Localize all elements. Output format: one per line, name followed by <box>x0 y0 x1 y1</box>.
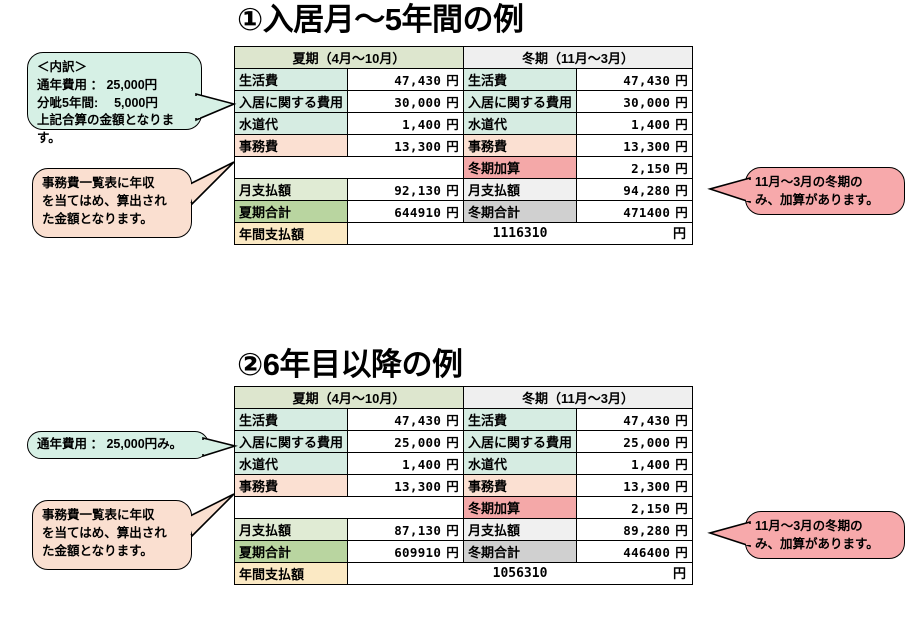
callout-breakdown: ＜内訳＞ 通年費用 ： 25,000円 分呲5年間: 5,000円 上記合算の金… <box>27 52 202 145</box>
row-label-winter: 生活費 <box>463 68 578 91</box>
row-amount-summer: 92,130 円 <box>347 178 465 201</box>
row-amount-summer: 644910 円 <box>347 200 465 223</box>
row-amount-winter: 13,300 円 <box>576 474 694 497</box>
row-label-winter: 水道代 <box>463 452 578 475</box>
table-row-winter-surcharge: 冬期加算 2,150 円 <box>233 496 694 519</box>
row-amount-winter: 30,000 円 <box>576 90 694 113</box>
table-row-annual-total: 年間支払額 1116310 円 <box>233 222 694 245</box>
row-label-winter: 月支払額 <box>463 178 578 201</box>
row-label-winter: 生活費 <box>463 408 578 431</box>
row-amount-summer: 47,430 円 <box>347 68 465 91</box>
row-amount-winter: 94,280 円 <box>576 178 694 201</box>
row-label-summer: 事務費 <box>233 134 349 157</box>
table-row-monthly: 月支払額 87,130 円 月支払額 89,280 円 <box>233 518 694 541</box>
row-amount-winter: 13,300 円 <box>576 134 694 157</box>
row-amount-winter: 446400 円 <box>576 540 694 563</box>
row-label-summer: 夏期合計 <box>233 200 349 223</box>
row-amount-winter: 89,280 円 <box>576 518 694 541</box>
row-empty-summer <box>233 156 465 179</box>
annual-value: 1056310 円 <box>347 562 694 585</box>
row-amount-winter: 1,400 円 <box>576 452 694 475</box>
table-header-row: 夏期（4月～10月） 冬期（11月～3月） <box>233 386 694 409</box>
callout-winter-surcharge-1: 11月～3月の冬期の み、加算があります。 <box>745 167 905 215</box>
row-label-winter: 入居に関する費用 <box>463 90 578 113</box>
callout-fee-note-2: 事務費一覧表に年収 を当てはめ、算出され た金額となります。 <box>32 500 192 570</box>
table-row: 入居に関する費用 25,000 円 入居に関する費用 25,000 円 <box>233 430 694 453</box>
row-amount-winter: 2,150 円 <box>576 156 694 179</box>
row-label-summer: 水道代 <box>233 452 349 475</box>
row-amount-winter: 47,430 円 <box>576 68 694 91</box>
row-label-summer: 入居に関する費用 <box>233 90 349 113</box>
row-amount-summer: 87,130 円 <box>347 518 465 541</box>
annual-label: 年間支払額 <box>233 562 349 585</box>
callout-fee-note-1-tail <box>182 161 235 206</box>
callout-winter-surcharge-1-tail <box>707 176 755 204</box>
row-label-winter: 冬期合計 <box>463 540 578 563</box>
header-summer: 夏期（4月～10月） <box>233 46 465 69</box>
table-row: 生活費 47,430 円 生活費 47,430 円 <box>233 408 694 431</box>
callout-fee-note-2-tail <box>182 493 235 538</box>
row-amount-summer: 25,000 円 <box>347 430 465 453</box>
row-label-summer: 入居に関する費用 <box>233 430 349 453</box>
header-summer: 夏期（4月～10月） <box>233 386 465 409</box>
row-label-winter: 事務費 <box>463 474 578 497</box>
row-amount-summer: 609910 円 <box>347 540 465 563</box>
row-label-winter: 入居に関する費用 <box>463 430 578 453</box>
row-label-summer: 水道代 <box>233 112 349 135</box>
row-label-summer: 生活費 <box>233 408 349 431</box>
table-row-seasonal-total: 夏期合計 644910 円 冬期合計 471400 円 <box>233 200 694 223</box>
callout-annual-fee-2-tail <box>199 436 238 458</box>
row-label-winter: 水道代 <box>463 112 578 135</box>
row-amount-summer: 13,300 円 <box>347 134 465 157</box>
row-label-winter: 事務費 <box>463 134 578 157</box>
row-label-summer: 生活費 <box>233 68 349 91</box>
annual-value: 1116310 円 <box>347 222 694 245</box>
callout-annual-fee-2: 通年費用 ： 25,000円み。 <box>27 431 209 459</box>
table-row-winter-surcharge: 冬期加算 2,150 円 <box>233 156 694 179</box>
table-row-annual-total: 年間支払額 1056310 円 <box>233 562 694 585</box>
row-amount-summer: 1,400 円 <box>347 452 465 475</box>
row-label-winter: 冬期合計 <box>463 200 578 223</box>
callout-breakdown-tail <box>192 92 237 122</box>
header-winter: 冬期（11月～3月） <box>463 386 694 409</box>
section-title-2: ②6年目以降の例 <box>237 347 463 382</box>
row-label-winter: 冬期加算 <box>463 156 578 179</box>
table-row: 水道代 1,400 円 水道代 1,400 円 <box>233 112 694 135</box>
row-amount-winter: 2,150 円 <box>576 496 694 519</box>
row-label-summer: 夏期合計 <box>233 540 349 563</box>
table-row: 入居に関する費用 30,000 円 入居に関する費用 30,000 円 <box>233 90 694 113</box>
callout-winter-surcharge-2: 11月～3月の冬期の み、加算があります。 <box>745 511 905 559</box>
cost-table-1: 夏期（4月～10月） 冬期（11月～3月） 生活費 47,430 円 生活費 47… <box>233 46 694 245</box>
cost-table-2: 夏期（4月～10月） 冬期（11月～3月） 生活費 47,430 円 生活費 47… <box>233 386 694 585</box>
row-amount-winter: 25,000 円 <box>576 430 694 453</box>
row-label-winter: 冬期加算 <box>463 496 578 519</box>
table-row-seasonal-total: 夏期合計 609910 円 冬期合計 446400 円 <box>233 540 694 563</box>
callout-fee-note-1: 事務費一覧表に年収 を当てはめ、算出され た金額となります。 <box>32 168 192 238</box>
row-label-winter: 月支払額 <box>463 518 578 541</box>
row-empty-summer <box>233 496 465 519</box>
table-header-row: 夏期（4月～10月） 冬期（11月～3月） <box>233 46 694 69</box>
table-row-monthly: 月支払額 92,130 円 月支払額 94,280 円 <box>233 178 694 201</box>
callout-winter-surcharge-2-tail <box>707 520 755 548</box>
table-row: 事務費 13,300 円 事務費 13,300 円 <box>233 134 694 157</box>
table-row: 生活費 47,430 円 生活費 47,430 円 <box>233 68 694 91</box>
annual-label: 年間支払額 <box>233 222 349 245</box>
row-label-summer: 事務費 <box>233 474 349 497</box>
row-amount-summer: 13,300 円 <box>347 474 465 497</box>
table-row: 水道代 1,400 円 水道代 1,400 円 <box>233 452 694 475</box>
header-winter: 冬期（11月～3月） <box>463 46 694 69</box>
row-label-summer: 月支払額 <box>233 518 349 541</box>
row-amount-winter: 1,400 円 <box>576 112 694 135</box>
row-amount-summer: 47,430 円 <box>347 408 465 431</box>
row-amount-winter: 47,430 円 <box>576 408 694 431</box>
table-row: 事務費 13,300 円 事務費 13,300 円 <box>233 474 694 497</box>
row-label-summer: 月支払額 <box>233 178 349 201</box>
section-title-1: ①入居月～5年間の例 <box>237 2 524 37</box>
row-amount-winter: 471400 円 <box>576 200 694 223</box>
row-amount-summer: 1,400 円 <box>347 112 465 135</box>
row-amount-summer: 30,000 円 <box>347 90 465 113</box>
